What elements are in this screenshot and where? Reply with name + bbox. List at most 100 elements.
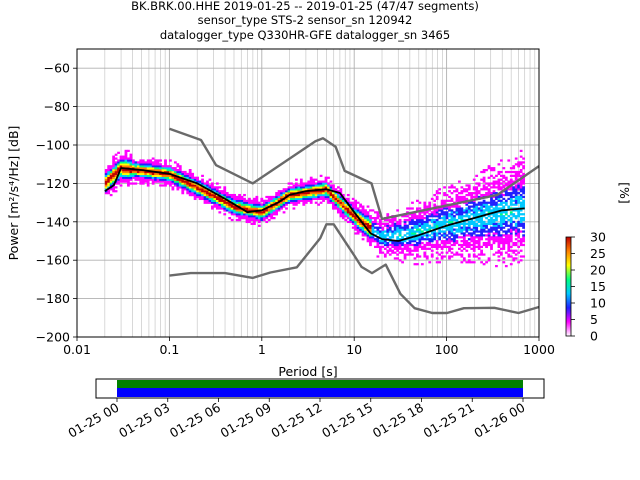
density-cell	[287, 182, 291, 185]
density-cell	[485, 192, 488, 195]
density-cell	[356, 222, 360, 225]
density-cell	[495, 182, 498, 185]
density-cell	[166, 174, 170, 177]
density-cell	[186, 182, 190, 185]
density-cell	[141, 159, 145, 162]
density-cell	[359, 226, 362, 229]
density-cell	[223, 213, 227, 216]
density-cell	[361, 209, 365, 212]
density-cell	[440, 255, 444, 258]
density-cell	[477, 238, 481, 241]
density-cell	[499, 220, 503, 224]
density-cell	[480, 220, 483, 224]
density-cell	[161, 165, 165, 168]
density-cell	[492, 176, 496, 179]
density-cell	[430, 218, 434, 222]
density-cell	[416, 263, 419, 266]
density-cell	[141, 167, 145, 170]
density-cell	[519, 224, 523, 227]
density-cell	[220, 192, 224, 195]
density-cell	[376, 255, 380, 258]
density-cell	[314, 197, 318, 201]
density-cell	[277, 192, 281, 195]
density-cell	[499, 234, 503, 237]
density-cell	[435, 261, 439, 264]
density-cell	[485, 205, 488, 208]
density-cell	[304, 188, 308, 191]
density-cell	[519, 188, 523, 191]
density-cell	[178, 167, 182, 170]
density-cell	[383, 218, 387, 222]
density-cell	[354, 203, 358, 206]
density-cell	[477, 203, 481, 206]
density-cell	[440, 211, 444, 214]
density-cell	[522, 161, 525, 164]
density-cell	[255, 218, 259, 222]
density-cell	[383, 241, 387, 245]
density-cell	[519, 182, 523, 185]
density-cell	[450, 209, 454, 212]
density-cell	[260, 199, 264, 202]
density-cell	[443, 201, 446, 204]
density-cell	[366, 211, 370, 214]
density-cell	[294, 193, 298, 197]
density-cell	[272, 197, 276, 201]
density-cell	[129, 169, 133, 172]
colorbar-tick-label: 25	[590, 246, 606, 261]
density-cell	[327, 199, 330, 202]
density-cell	[443, 220, 446, 224]
density-cell	[467, 217, 471, 220]
density-cell	[161, 174, 165, 177]
density-cell	[253, 207, 256, 210]
density-cell	[499, 174, 503, 177]
density-cell	[302, 188, 306, 191]
density-cell	[482, 209, 486, 212]
density-cell	[487, 193, 491, 197]
density-cell	[188, 192, 192, 195]
density-cell	[519, 197, 523, 201]
density-cell	[475, 245, 479, 249]
density-cell	[275, 207, 279, 210]
density-cell	[477, 241, 481, 245]
density-cell	[504, 176, 508, 179]
density-cell	[443, 215, 446, 218]
density-cell	[411, 240, 414, 243]
density-cell	[398, 238, 402, 241]
density-cell	[260, 197, 264, 201]
density-cell	[257, 211, 261, 214]
density-cell	[144, 170, 148, 174]
density-cell	[465, 211, 469, 214]
density-cell	[255, 201, 259, 204]
density-cell	[119, 163, 123, 166]
density-cell	[443, 230, 446, 233]
density-cell	[327, 192, 330, 195]
density-cell	[196, 190, 199, 193]
density-cell	[514, 195, 518, 199]
density-cell	[255, 211, 259, 214]
density-cell	[233, 205, 237, 208]
density-cell	[472, 232, 476, 235]
density-cell	[186, 188, 190, 191]
density-cell	[391, 234, 395, 237]
density-cell	[154, 174, 157, 177]
density-cell	[502, 245, 506, 249]
density-cell	[430, 213, 434, 216]
density-cell	[453, 253, 456, 256]
density-cell	[304, 195, 308, 199]
density-cell	[270, 213, 274, 216]
density-cell	[235, 197, 239, 201]
density-cell	[383, 236, 387, 239]
density-cell	[512, 203, 516, 206]
density-cell	[223, 188, 227, 191]
density-cell	[164, 159, 167, 162]
density-cell	[356, 226, 360, 229]
density-cell	[472, 222, 476, 225]
density-cell	[248, 220, 251, 224]
density-cell	[393, 222, 397, 225]
density-cell	[383, 234, 387, 237]
density-cell	[255, 215, 259, 218]
density-cell	[396, 224, 400, 227]
density-cell	[131, 182, 135, 185]
timeline-bars	[117, 380, 523, 397]
density-cell	[445, 238, 449, 241]
